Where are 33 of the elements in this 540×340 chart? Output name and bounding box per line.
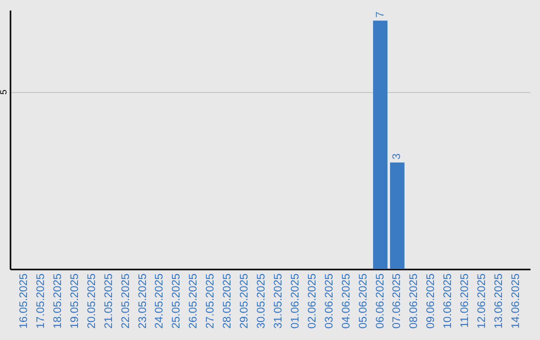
x-tick-label: 17.05.2025 bbox=[34, 274, 47, 329]
x-tick-label: 21.05.2025 bbox=[102, 274, 115, 329]
x-tick-label: 09.06.2025 bbox=[425, 274, 438, 329]
x-tick-label: 28.05.2025 bbox=[222, 274, 234, 329]
x-tick-label: 03.06.2025 bbox=[323, 274, 336, 329]
x-tick-label: 29.05.2025 bbox=[238, 274, 251, 329]
data-label: 3 bbox=[391, 153, 404, 160]
x-tick-label: 07.06.2025 bbox=[391, 274, 404, 329]
x-tick-label: 30.05.2025 bbox=[256, 274, 268, 329]
x-tick-label: 01.06.2025 bbox=[289, 274, 302, 329]
x-tick-label: 16.05.2025 bbox=[18, 274, 30, 329]
x-tick-label: 13.06.2025 bbox=[493, 274, 506, 329]
x-tick-label: 25.05.2025 bbox=[170, 274, 183, 329]
x-tick-label: 11.06.2025 bbox=[459, 274, 472, 328]
x-tick-label: 27.05.2025 bbox=[204, 274, 217, 329]
x-tick-label: 19.05.2025 bbox=[68, 274, 81, 329]
x-tick-label: 31.05.2025 bbox=[272, 274, 284, 329]
x-tick-label: 20.05.2025 bbox=[86, 274, 98, 329]
x-tick-label: 10.06.2025 bbox=[442, 274, 454, 329]
x-tick-label: 04.06.2025 bbox=[340, 274, 352, 329]
x-tick-label: 26.05.2025 bbox=[188, 274, 200, 329]
x-tick-label: 08.06.2025 bbox=[408, 274, 420, 329]
data-label: 7 bbox=[374, 12, 386, 18]
x-tick-label: 02.06.2025 bbox=[306, 274, 318, 329]
x-tick-label: 22.05.2025 bbox=[120, 274, 132, 329]
x-tick-label: 23.05.2025 bbox=[136, 274, 149, 329]
y-tick-label: 5 bbox=[0, 90, 8, 95]
x-tick-label: 12.06.2025 bbox=[476, 274, 488, 329]
x-tick-label: 05.06.2025 bbox=[357, 274, 370, 329]
x-tick-label: 18.05.2025 bbox=[52, 274, 64, 329]
x-tick-label: 14.06.2025 bbox=[510, 274, 522, 329]
x-tick-label: 06.06.2025 bbox=[374, 274, 386, 329]
x-tick-label: 24.05.2025 bbox=[154, 274, 166, 329]
